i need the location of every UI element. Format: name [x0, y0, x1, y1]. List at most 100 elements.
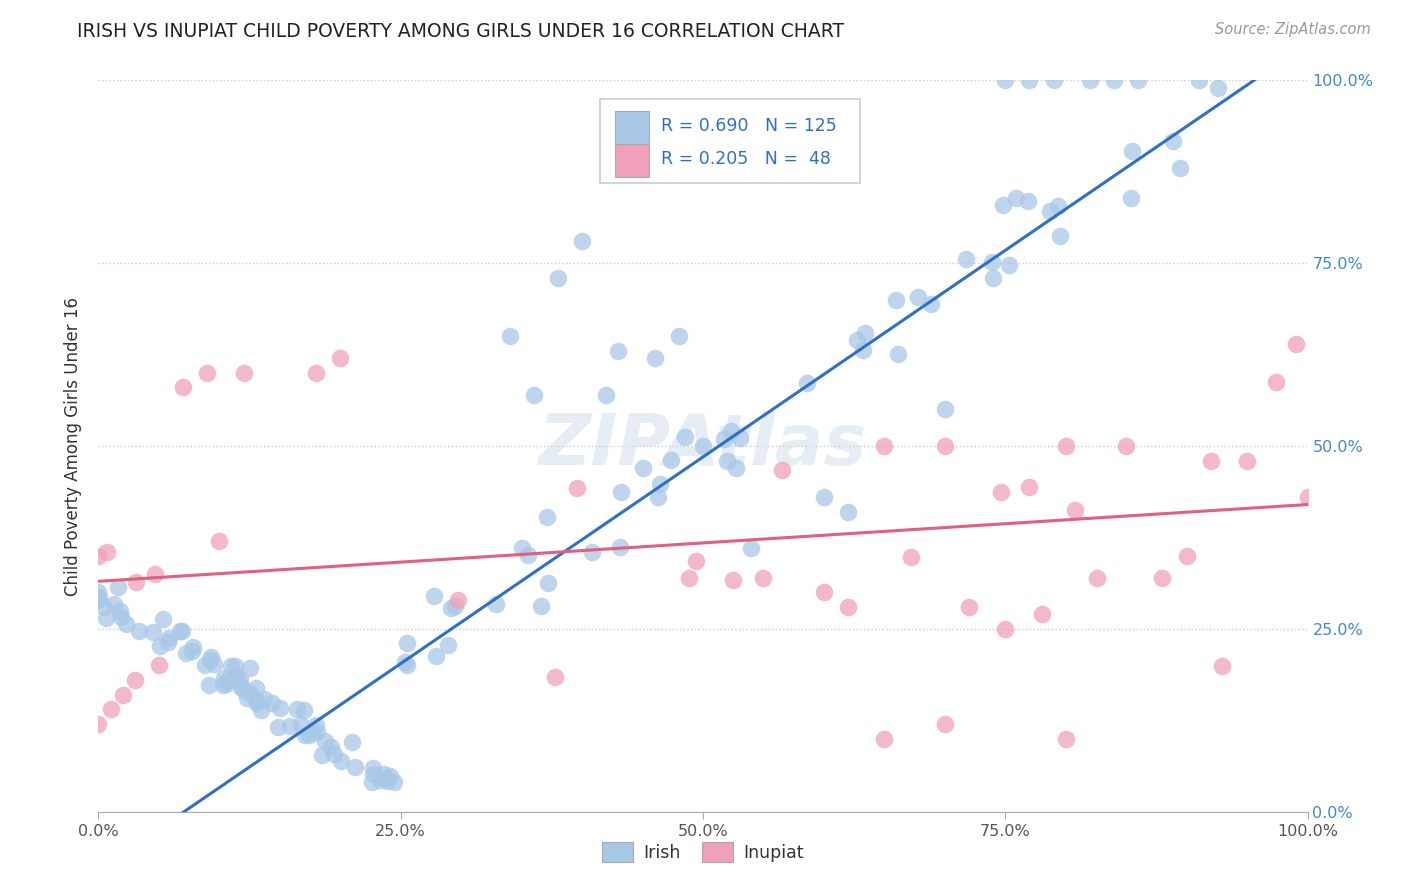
Point — [298, 729, 321, 743]
Point — [1188, 73, 1211, 87]
Point — [981, 270, 1004, 285]
Point — [516, 548, 538, 562]
Point — [740, 541, 762, 556]
Point — [200, 652, 222, 666]
Point — [437, 638, 460, 652]
Point — [323, 747, 346, 761]
Point — [200, 650, 222, 665]
Point — [647, 490, 669, 504]
Point — [157, 634, 180, 648]
Point — [212, 678, 235, 692]
Point — [94, 611, 117, 625]
Point — [1161, 134, 1184, 148]
Point — [1285, 336, 1308, 351]
Point — [900, 549, 922, 564]
Point — [610, 484, 633, 499]
Point — [212, 671, 235, 685]
Point — [285, 702, 308, 716]
Point — [236, 691, 259, 706]
Point — [373, 766, 395, 780]
Point — [907, 290, 929, 304]
Point — [837, 505, 859, 519]
Point — [330, 754, 353, 768]
Point — [565, 481, 588, 495]
Point — [485, 597, 508, 611]
FancyBboxPatch shape — [614, 111, 648, 144]
Point — [1064, 503, 1087, 517]
Point — [374, 771, 396, 785]
Point — [1017, 194, 1039, 208]
Legend: Irish, Inupiat: Irish, Inupiat — [595, 835, 811, 869]
Point — [100, 702, 122, 716]
Point — [142, 624, 165, 639]
Point — [219, 659, 242, 673]
Point — [510, 541, 533, 556]
Point — [125, 575, 148, 590]
Text: Source: ZipAtlas.com: Source: ZipAtlas.com — [1215, 22, 1371, 37]
Point — [1211, 659, 1233, 673]
Point — [547, 270, 569, 285]
Point — [994, 73, 1017, 87]
Point — [447, 593, 470, 607]
Point — [1170, 161, 1192, 175]
Point — [1046, 198, 1069, 212]
Point — [685, 554, 707, 568]
Point — [290, 718, 312, 732]
Point — [305, 718, 328, 732]
Point — [1054, 731, 1077, 746]
Point — [886, 293, 908, 307]
Point — [152, 612, 174, 626]
Point — [378, 769, 401, 783]
Point — [108, 604, 131, 618]
Point — [169, 624, 191, 638]
Point — [1199, 453, 1222, 467]
Point — [260, 696, 283, 710]
Point — [425, 649, 447, 664]
Point — [886, 347, 908, 361]
Point — [1265, 375, 1288, 389]
Point — [1236, 453, 1258, 467]
Point — [873, 439, 896, 453]
Point — [124, 673, 146, 687]
Point — [238, 686, 260, 700]
Point — [368, 773, 391, 788]
Point — [87, 549, 110, 563]
Point — [174, 646, 197, 660]
Point — [302, 724, 325, 739]
Point — [239, 661, 262, 675]
Point — [1031, 607, 1053, 622]
Point — [607, 343, 630, 358]
Point — [224, 669, 246, 683]
Point — [1085, 571, 1108, 585]
Point — [993, 198, 1015, 212]
Point — [530, 599, 553, 613]
Point — [1078, 73, 1101, 87]
Point — [93, 599, 115, 614]
Point — [319, 739, 342, 754]
Point — [208, 534, 231, 549]
Point — [149, 640, 172, 654]
Point — [311, 747, 333, 762]
Point — [226, 672, 249, 686]
Point — [1121, 144, 1143, 158]
Point — [934, 717, 956, 731]
Point — [1128, 73, 1150, 87]
Point — [246, 694, 269, 708]
Point — [292, 703, 315, 717]
Point — [990, 485, 1012, 500]
Point — [498, 329, 520, 343]
Point — [1152, 571, 1174, 585]
Point — [724, 461, 747, 475]
Point — [250, 703, 273, 717]
Point — [1054, 439, 1077, 453]
Point — [294, 728, 316, 742]
Point — [87, 590, 110, 604]
Point — [955, 252, 977, 266]
Point — [87, 592, 110, 607]
Point — [544, 670, 567, 684]
Point — [1005, 191, 1028, 205]
Point — [934, 402, 956, 417]
Point — [846, 333, 869, 347]
Point — [395, 636, 418, 650]
FancyBboxPatch shape — [614, 144, 648, 177]
